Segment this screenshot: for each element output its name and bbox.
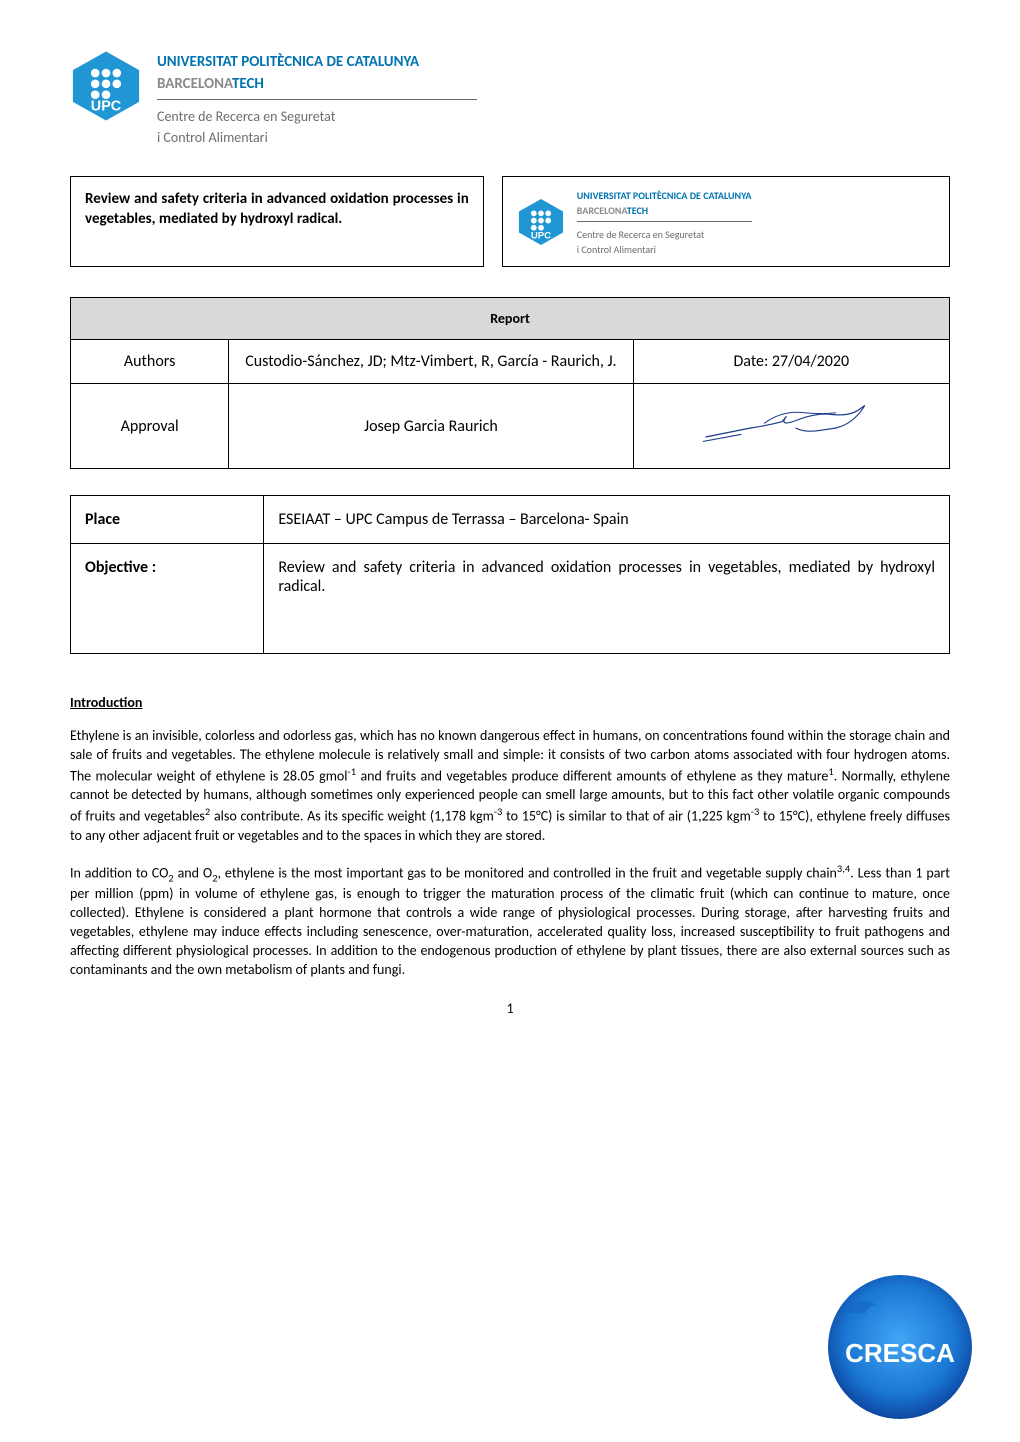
upc-logo-small-icon: UPC bbox=[517, 198, 565, 246]
mini-university-name: UNIVERSITAT POLITÈCNICA DE CATALUNYA bbox=[577, 189, 752, 202]
mini-logo-divider bbox=[577, 221, 752, 222]
table-row: Approval Josep Garcia Raurich bbox=[71, 384, 950, 469]
signature-cell bbox=[633, 384, 949, 469]
intro-paragraph-2: In addition to CO2 and O2, ethylene is t… bbox=[70, 862, 950, 980]
centre-line-1: Centre de Recerca en Seguretat bbox=[157, 108, 477, 125]
upc-logo-icon: UPC bbox=[70, 50, 142, 122]
svg-text:UPC: UPC bbox=[91, 98, 121, 114]
authors-label: Authors bbox=[71, 340, 229, 384]
mini-centre-line-2: i Control Alimentari bbox=[577, 243, 752, 256]
centre-line-2: i Control Alimentari bbox=[157, 129, 477, 146]
objective-value: Review and safety criteria in advanced o… bbox=[264, 544, 950, 654]
mini-logo-box: UPC UNIVERSITAT POLITÈCNICA DE CATALUNYA… bbox=[502, 176, 950, 267]
mini-barcelonatech-prefix: BARCELONA bbox=[577, 204, 627, 217]
intro-heading: Introduction bbox=[70, 694, 950, 711]
barcelonatech-suffix: TECH bbox=[232, 75, 264, 93]
table-row: Objective : Review and safety criteria i… bbox=[71, 544, 950, 654]
authors-value: Custodio-Sánchez, JD; Mtz-Vimbert, R, Ga… bbox=[229, 340, 633, 384]
report-date: Date: 27/04/2020 bbox=[633, 340, 949, 384]
superscript: -1 bbox=[348, 765, 357, 778]
place-table: Place ESEIAAT – UPC Campus de Terrassa –… bbox=[70, 495, 950, 654]
place-label: Place bbox=[71, 496, 264, 544]
cresca-text: CRESCA bbox=[845, 1338, 955, 1368]
place-value: ESEIAAT – UPC Campus de Terrassa – Barce… bbox=[264, 496, 950, 544]
text-run: and O bbox=[174, 864, 213, 881]
barcelonatech-prefix: BARCELONA bbox=[157, 75, 232, 93]
title-row: Review and safety criteria in advanced o… bbox=[70, 176, 950, 267]
text-run: In addition to CO bbox=[70, 864, 168, 881]
report-header: Report bbox=[71, 298, 950, 340]
logo-divider bbox=[157, 99, 477, 100]
document-title: Review and safety criteria in advanced o… bbox=[85, 190, 469, 228]
mini-barcelonatech-suffix: TECH bbox=[627, 204, 648, 217]
header-logo-block: UPC UNIVERSITAT POLITÈCNICA DE CATALUNYA… bbox=[70, 50, 950, 146]
svg-text:UPC: UPC bbox=[531, 230, 551, 241]
text-run: also contribute. As its specific weight … bbox=[210, 808, 494, 825]
mini-centre-line-1: Centre de Recerca en Seguretat bbox=[577, 228, 752, 241]
text-run: , ethylene is the most important gas to … bbox=[218, 864, 837, 881]
superscript: 3,4 bbox=[837, 862, 850, 875]
text-run: . Less than 1 part per million (ppm) in … bbox=[70, 864, 950, 978]
text-run: and fruits and vegetables produce differ… bbox=[356, 767, 828, 784]
signature-icon bbox=[701, 396, 881, 451]
cresca-badge-icon: CRESCA bbox=[810, 1252, 980, 1422]
approval-label: Approval bbox=[71, 384, 229, 469]
text-run: to 15°C) is similar to that of air (1,22… bbox=[502, 808, 750, 825]
report-header-label: Report bbox=[490, 310, 530, 327]
header-logo-text: UNIVERSITAT POLITÈCNICA DE CATALUNYA BAR… bbox=[157, 50, 477, 146]
university-name: UNIVERSITAT POLITÈCNICA DE CATALUNYA bbox=[157, 53, 419, 71]
report-table: Report Authors Custodio-Sánchez, JD; Mtz… bbox=[70, 297, 950, 469]
mini-logo-text: UNIVERSITAT POLITÈCNICA DE CATALUNYA BAR… bbox=[577, 187, 752, 256]
intro-paragraph-1: Ethylene is an invisible, colorless and … bbox=[70, 727, 950, 846]
document-title-box: Review and safety criteria in advanced o… bbox=[70, 176, 484, 267]
objective-label: Objective : bbox=[71, 544, 264, 654]
approval-name: Josep Garcia Raurich bbox=[229, 384, 633, 469]
table-row: Place ESEIAAT – UPC Campus de Terrassa –… bbox=[71, 496, 950, 544]
table-row: Authors Custodio-Sánchez, JD; Mtz-Vimber… bbox=[71, 340, 950, 384]
page-number: 1 bbox=[70, 1000, 950, 1017]
